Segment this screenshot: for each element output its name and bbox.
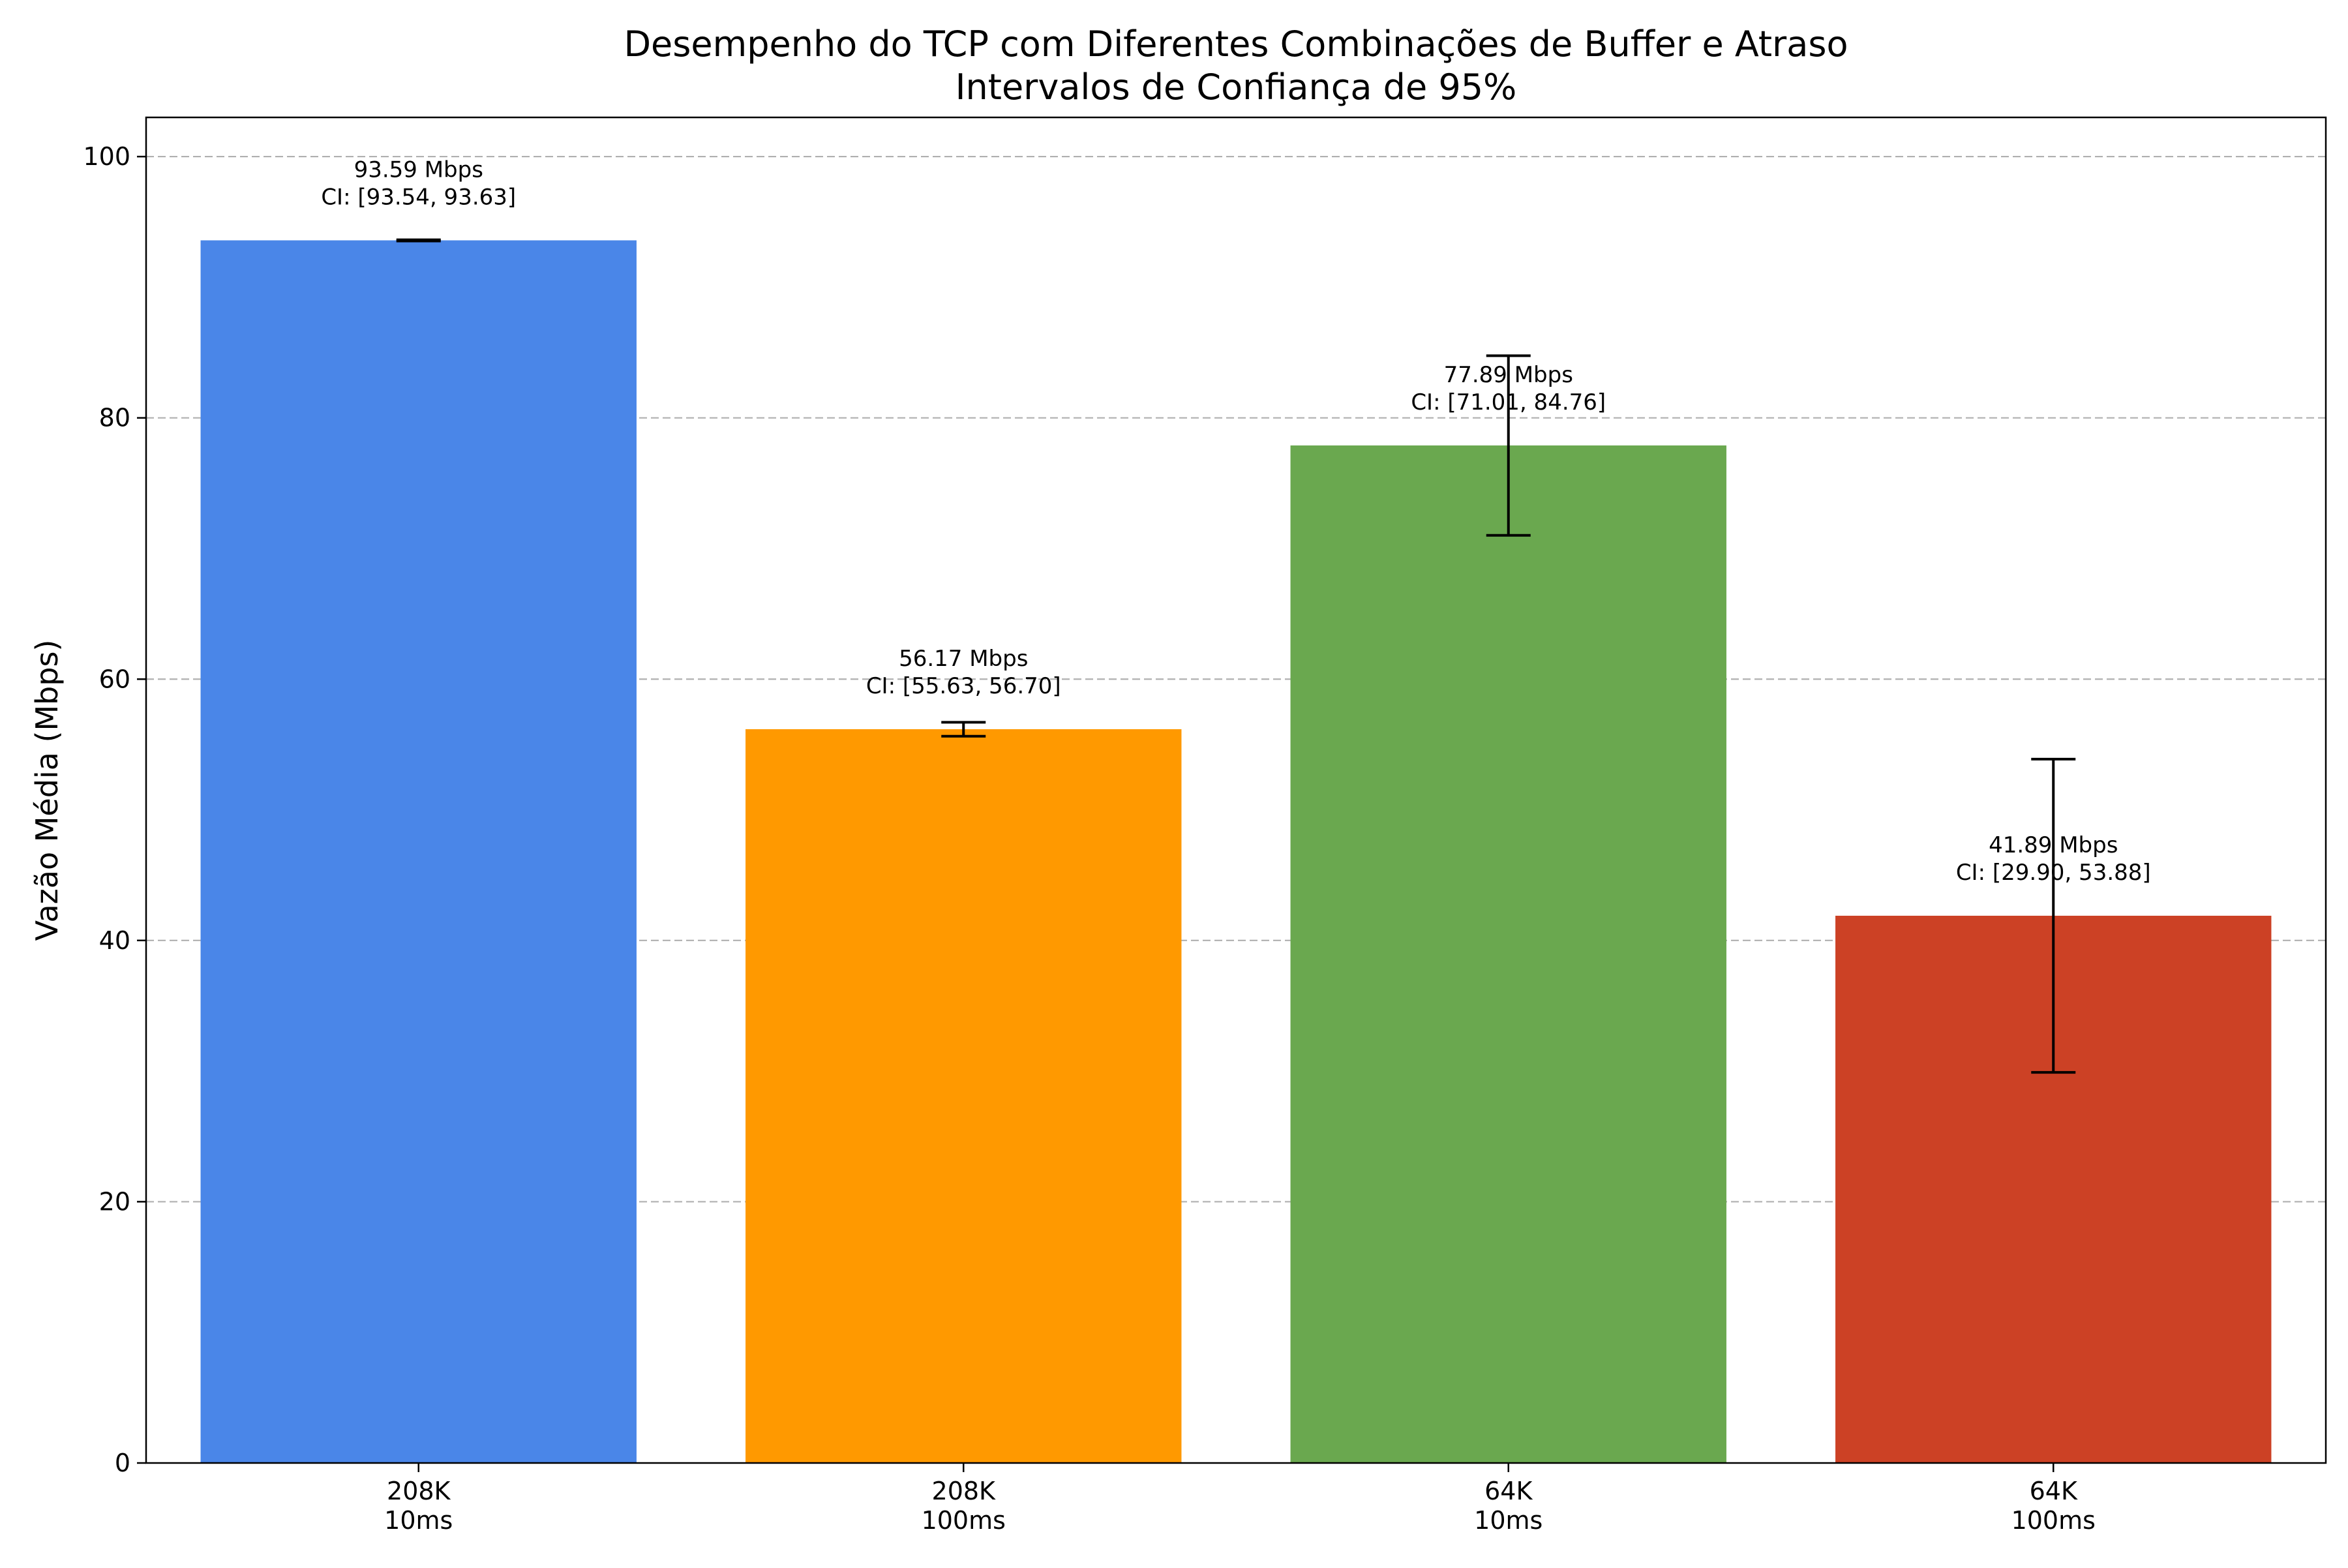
- data-label: 56.17 Mbps: [899, 646, 1028, 672]
- axes: [145, 116, 2327, 1464]
- bar: [1290, 445, 1726, 1463]
- y-axis-ticks: 0 20 40 60 80 100: [83, 142, 146, 1477]
- data-label: CI: [71.01, 84.76]: [1411, 389, 1606, 415]
- x-tick-label: 208K: [387, 1477, 451, 1505]
- y-tick-label: 80: [99, 404, 130, 432]
- data-label: 77.89 Mbps: [1444, 362, 1573, 388]
- x-tick-label: 100ms: [2011, 1506, 2096, 1535]
- data-label: 93.59 Mbps: [354, 157, 483, 183]
- x-tick-label: 100ms: [922, 1506, 1006, 1535]
- x-tick-label: 64K: [2030, 1477, 2078, 1505]
- bar: [200, 240, 637, 1463]
- chart-title-line: Desempenho do TCP com Diferentes Combina…: [624, 23, 1848, 65]
- bar: [745, 729, 1182, 1463]
- chart-title: Desempenho do TCP com Diferentes Combina…: [624, 23, 1848, 108]
- x-tick-label: 10ms: [384, 1506, 453, 1535]
- data-label: CI: [29.90, 53.88]: [1956, 860, 2151, 886]
- plot-frame: [145, 116, 2327, 1464]
- chart-title-line: Intervalos de Confiança de 95%: [956, 67, 1517, 108]
- x-tick-label: 64K: [1484, 1477, 1533, 1505]
- data-label: CI: [93.54, 93.63]: [321, 184, 516, 210]
- x-tick-label: 208K: [932, 1477, 997, 1505]
- y-tick-label: 40: [99, 926, 130, 955]
- x-tick-label: 10ms: [1474, 1506, 1543, 1535]
- y-tick-label: 0: [115, 1449, 130, 1477]
- y-axis-label: Vazão Média (Mbps): [29, 640, 65, 941]
- y-tick-label: 20: [99, 1187, 130, 1216]
- data-label: CI: [55.63, 56.70]: [866, 673, 1061, 699]
- bars: [200, 240, 2272, 1463]
- error-bars: [396, 238, 2076, 1074]
- y-tick-label: 60: [99, 665, 130, 693]
- data-label: 41.89 Mbps: [1989, 832, 2118, 858]
- y-tick-label: 100: [83, 142, 130, 171]
